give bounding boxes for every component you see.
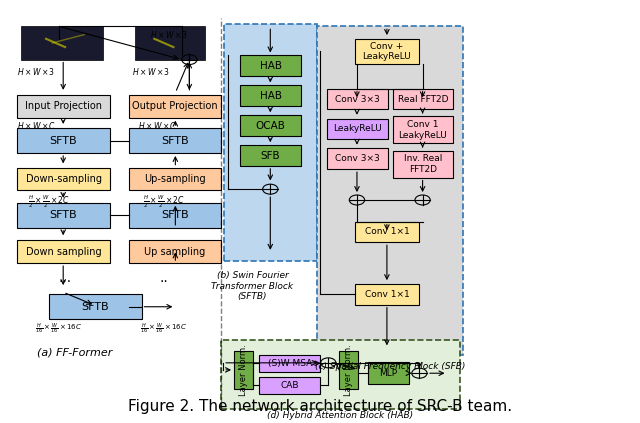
Text: (c) Spatial Frequency Block (SFB): (c) Spatial Frequency Block (SFB) [315,362,465,371]
FancyBboxPatch shape [355,284,419,305]
Text: OCAB: OCAB [255,121,285,131]
Text: SFTB: SFTB [161,135,189,146]
Text: $H\times W\times C$: $H\times W\times C$ [17,120,56,131]
Text: Conv 3×3: Conv 3×3 [335,94,380,104]
FancyBboxPatch shape [327,89,388,110]
Text: MLP: MLP [380,368,397,377]
FancyBboxPatch shape [17,128,109,153]
Text: SFB: SFB [261,151,280,160]
Text: Down sampling: Down sampling [26,247,101,257]
Text: Conv 1
LeakyReLU: Conv 1 LeakyReLU [399,120,447,140]
FancyBboxPatch shape [129,168,221,190]
Text: Up-sampling: Up-sampling [144,174,206,184]
FancyBboxPatch shape [221,340,460,409]
Text: $H\times W\times 3$: $H\times W\times 3$ [132,66,170,77]
FancyBboxPatch shape [393,116,453,143]
Text: SFTB: SFTB [50,135,77,146]
Text: Up sampling: Up sampling [145,247,205,257]
Text: SFTB: SFTB [161,210,189,220]
Text: $H\times W\times 3$: $H\times W\times 3$ [150,30,189,41]
Text: LeakyReLU: LeakyReLU [333,124,381,133]
FancyBboxPatch shape [241,85,301,106]
FancyBboxPatch shape [317,26,463,354]
Text: (S)W MSA: (S)W MSA [268,359,312,368]
FancyBboxPatch shape [49,294,141,319]
Text: Layer Norm.: Layer Norm. [239,344,248,396]
Text: HAB: HAB [260,61,282,71]
FancyBboxPatch shape [393,151,453,178]
Text: Conv 1×1: Conv 1×1 [365,290,410,299]
FancyBboxPatch shape [234,351,253,389]
FancyBboxPatch shape [339,351,358,389]
FancyBboxPatch shape [135,26,205,60]
Text: SFTB: SFTB [81,302,109,312]
Text: $\frac{H}{2}\times\frac{W}{2}\times 2C$: $\frac{H}{2}\times\frac{W}{2}\times 2C$ [143,193,185,209]
Text: Down-sampling: Down-sampling [26,174,102,184]
Text: Conv +
LeakyReLU: Conv + LeakyReLU [362,41,412,61]
Text: (d) Hybrid Attention Block (HAB): (d) Hybrid Attention Block (HAB) [268,412,413,420]
Text: (a) FF-Former: (a) FF-Former [37,347,113,357]
FancyBboxPatch shape [17,95,109,118]
FancyBboxPatch shape [17,240,109,263]
Text: ...: ... [58,271,72,285]
Text: Layer Norm.: Layer Norm. [344,344,353,396]
Text: $\frac{H}{16}\times\frac{W}{16}\times 16C$: $\frac{H}{16}\times\frac{W}{16}\times 16… [140,322,188,336]
FancyBboxPatch shape [355,222,419,242]
Text: $H\times W\times C$: $H\times W\times C$ [138,120,177,131]
Text: SFTB: SFTB [50,210,77,220]
FancyBboxPatch shape [327,118,388,139]
Text: Inv. Real
FFT2D: Inv. Real FFT2D [404,154,442,174]
FancyBboxPatch shape [129,203,221,228]
Text: (b) Swin Fourier
Transformer Block
(SFTB): (b) Swin Fourier Transformer Block (SFTB… [211,272,294,301]
FancyBboxPatch shape [355,39,419,64]
Text: Conv 3×3: Conv 3×3 [335,154,380,163]
Text: Input Projection: Input Projection [25,101,102,111]
FancyBboxPatch shape [259,376,320,394]
Text: Output Projection: Output Projection [132,101,218,111]
Text: Real FFT2D: Real FFT2D [397,94,448,104]
Text: ..: .. [159,271,168,285]
FancyBboxPatch shape [327,148,388,169]
FancyBboxPatch shape [129,95,221,118]
FancyBboxPatch shape [225,24,317,261]
FancyBboxPatch shape [241,145,301,166]
Text: $\frac{H}{2}\times\frac{W}{2}\times 2C$: $\frac{H}{2}\times\frac{W}{2}\times 2C$ [28,193,70,209]
FancyBboxPatch shape [368,362,409,385]
Text: Conv 1×1: Conv 1×1 [365,228,410,236]
FancyBboxPatch shape [241,115,301,136]
FancyBboxPatch shape [17,168,109,190]
Text: $\frac{H}{16}\times\frac{W}{16}\times 16C$: $\frac{H}{16}\times\frac{W}{16}\times 16… [35,322,83,336]
Text: $H\times W\times 3$: $H\times W\times 3$ [17,66,56,77]
FancyBboxPatch shape [129,240,221,263]
FancyBboxPatch shape [17,203,109,228]
FancyBboxPatch shape [393,89,453,110]
FancyBboxPatch shape [129,128,221,153]
FancyBboxPatch shape [20,26,103,60]
FancyBboxPatch shape [259,354,320,372]
Text: HAB: HAB [260,91,282,101]
Text: Figure 2. The network architecture of SRC-B team.: Figure 2. The network architecture of SR… [128,398,512,414]
FancyBboxPatch shape [241,55,301,76]
Text: CAB: CAB [280,381,299,390]
